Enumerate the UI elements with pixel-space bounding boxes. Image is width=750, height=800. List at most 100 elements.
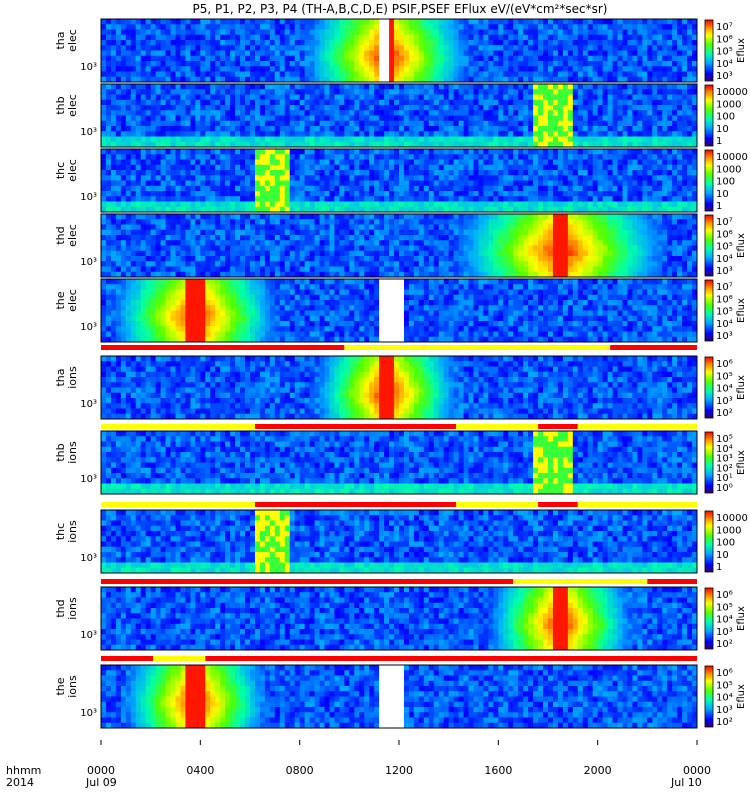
heatmap-cell bbox=[538, 50, 544, 57]
heatmap-cell bbox=[339, 180, 345, 187]
heatmap-cell bbox=[587, 120, 594, 127]
heatmap-cell bbox=[299, 34, 306, 41]
heatmap-cell bbox=[101, 84, 107, 90]
heatmap-cell bbox=[438, 141, 445, 148]
heatmap-cell bbox=[125, 61, 132, 67]
heatmap-cell bbox=[468, 149, 474, 155]
heatmap-cell bbox=[101, 170, 107, 176]
heatmap-cell bbox=[389, 94, 395, 101]
heatmap-cell bbox=[140, 120, 147, 127]
heatmap-cell bbox=[314, 76, 320, 83]
heatmap-cell bbox=[483, 175, 489, 181]
heatmap-cell bbox=[299, 89, 306, 95]
heatmap-cell bbox=[344, 149, 350, 155]
heatmap-cell bbox=[692, 196, 698, 202]
heatmap-cell bbox=[170, 89, 176, 95]
heatmap-cell bbox=[662, 110, 668, 116]
heatmap-cell bbox=[438, 180, 445, 187]
heatmap-cell bbox=[602, 66, 608, 72]
heatmap-cell bbox=[101, 34, 107, 41]
heatmap-cell bbox=[528, 19, 534, 25]
heatmap-cell bbox=[438, 55, 445, 62]
heatmap-cell bbox=[140, 154, 147, 160]
heatmap-cell bbox=[518, 50, 524, 57]
heatmap-cell bbox=[453, 126, 459, 132]
heatmap-cell bbox=[235, 175, 241, 181]
heatmap-cell bbox=[433, 201, 440, 208]
heatmap-cell bbox=[567, 45, 574, 51]
heatmap-cell bbox=[294, 271, 301, 278]
heatmap-cell bbox=[145, 271, 152, 278]
heatmap-cell bbox=[354, 154, 360, 160]
heatmap-cell bbox=[190, 235, 196, 241]
heatmap-cell bbox=[478, 149, 484, 155]
heatmap-cell bbox=[647, 45, 653, 51]
heatmap-cell bbox=[587, 99, 594, 106]
heatmap-cell bbox=[528, 24, 534, 30]
heatmap-cell bbox=[408, 105, 415, 111]
heatmap-cell bbox=[453, 115, 459, 122]
heatmap-cell bbox=[478, 175, 484, 181]
heatmap-cell bbox=[115, 235, 122, 241]
colorbar-tick-label: 1000 bbox=[716, 164, 741, 175]
heatmap-cell bbox=[552, 149, 559, 155]
heatmap-cell bbox=[115, 261, 122, 267]
heatmap-cell bbox=[637, 120, 643, 127]
heatmap-cell bbox=[443, 131, 450, 137]
heatmap-cell bbox=[175, 196, 181, 202]
heatmap-cell bbox=[567, 180, 574, 187]
heatmap-cell bbox=[120, 245, 127, 252]
heatmap-cell bbox=[548, 131, 554, 137]
heatmap-cell bbox=[220, 229, 226, 236]
heatmap-cell bbox=[269, 105, 276, 111]
heatmap-cell bbox=[150, 271, 157, 278]
heatmap-cell bbox=[344, 24, 350, 30]
heatmap-cell bbox=[185, 105, 191, 111]
heatmap-cell bbox=[210, 136, 216, 143]
heatmap-cell bbox=[254, 50, 261, 57]
heatmap-cell bbox=[637, 40, 643, 46]
heatmap-cell bbox=[533, 154, 539, 160]
heatmap-cell bbox=[115, 180, 122, 187]
heatmap-cell bbox=[314, 164, 320, 171]
heatmap-cell bbox=[130, 120, 137, 127]
heatmap-cell bbox=[115, 224, 122, 231]
heatmap-cell bbox=[289, 131, 296, 137]
heatmap-cell bbox=[130, 141, 137, 148]
heatmap-cell bbox=[170, 196, 176, 202]
heatmap-cell bbox=[145, 136, 152, 143]
heatmap-cell bbox=[612, 141, 618, 148]
heatmap-cell bbox=[349, 170, 355, 176]
heatmap-cell bbox=[488, 94, 494, 101]
heatmap-cell bbox=[319, 175, 325, 181]
heatmap-cell bbox=[572, 61, 579, 67]
heatmap-cell bbox=[309, 40, 315, 46]
heatmap-cell bbox=[235, 115, 241, 122]
heatmap-cell bbox=[140, 55, 147, 62]
heatmap-cell bbox=[657, 154, 663, 160]
heatmap-cell bbox=[374, 45, 380, 51]
heatmap-cell bbox=[220, 250, 226, 257]
heatmap-cell bbox=[518, 66, 524, 72]
heatmap-cell bbox=[264, 99, 271, 106]
heatmap-cell bbox=[319, 71, 325, 78]
heatmap-cell bbox=[299, 29, 306, 36]
heatmap-cell bbox=[483, 159, 489, 166]
heatmap-cell bbox=[473, 105, 479, 111]
heatmap-cell bbox=[319, 266, 325, 273]
heatmap-cell bbox=[597, 159, 604, 166]
heatmap-cell bbox=[597, 29, 604, 36]
heatmap-cell bbox=[513, 136, 519, 143]
heatmap-cell bbox=[205, 115, 211, 122]
heatmap-cell bbox=[101, 131, 107, 137]
heatmap-cell bbox=[458, 191, 464, 197]
heatmap-cell bbox=[468, 175, 474, 181]
heatmap-cell bbox=[359, 115, 365, 122]
heatmap-cell bbox=[453, 185, 459, 192]
heatmap-cell bbox=[145, 94, 152, 101]
heatmap-cell bbox=[572, 191, 579, 197]
heatmap-cell bbox=[165, 185, 171, 192]
heatmap-cell bbox=[334, 40, 340, 46]
heatmap-cell bbox=[190, 29, 196, 36]
heatmap-cell bbox=[369, 206, 375, 213]
